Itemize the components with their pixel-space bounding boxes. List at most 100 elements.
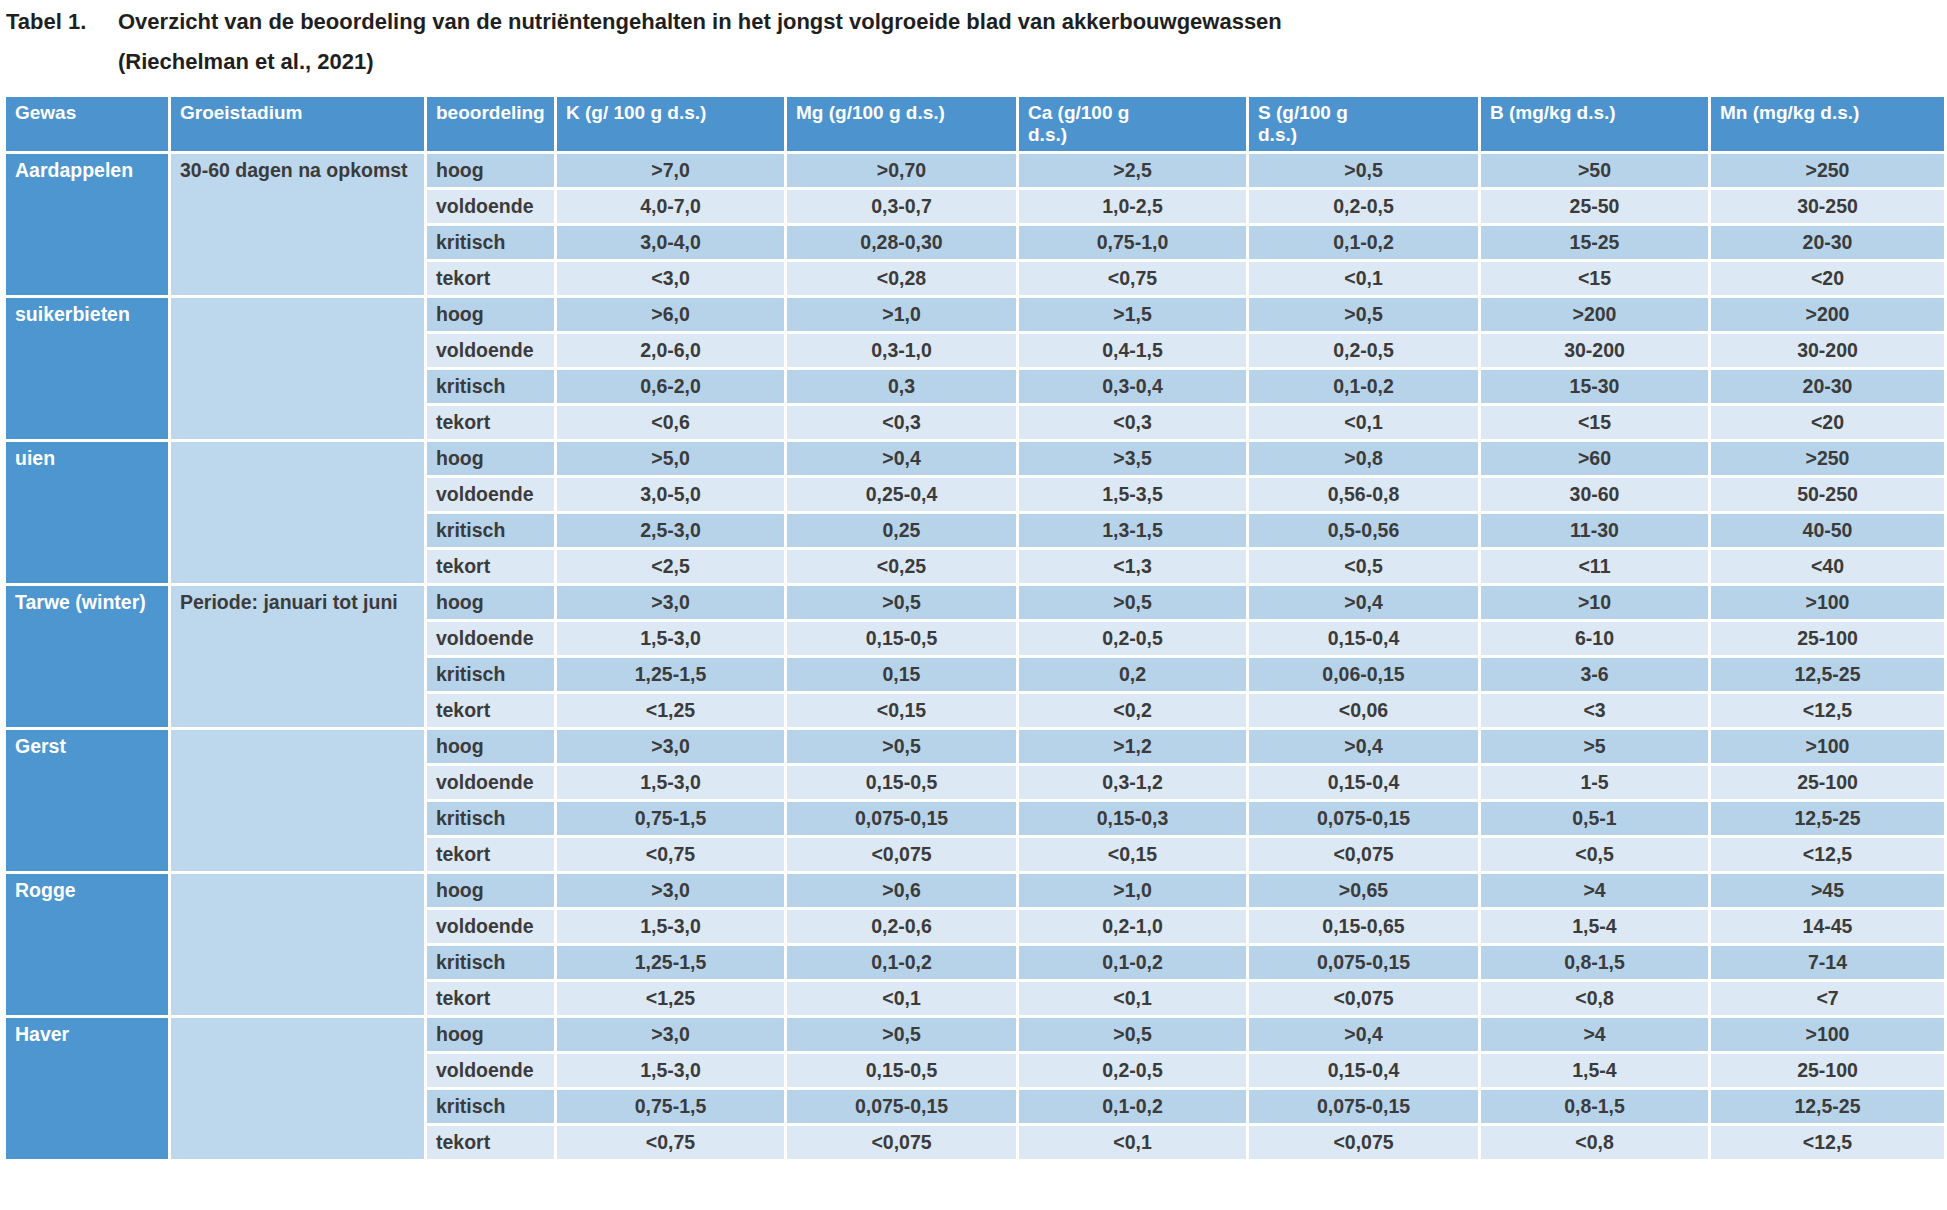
growth-stage-cell: 30-60 dagen na opkomst [170,153,426,297]
nutrient-value-cell: >0,5 [786,729,1018,765]
nutrient-value-cell: 7-14 [1710,945,1946,981]
nutrient-value-cell: 14-45 [1710,909,1946,945]
column-header: Mn (mg/kg d.s.) [1710,96,1946,153]
nutrient-value-cell: >250 [1710,441,1946,477]
nutrient-value-cell: >5 [1480,729,1710,765]
nutrient-value-cell: <0,1 [1248,405,1480,441]
nutrient-value-cell: 0,25-0,4 [786,477,1018,513]
nutrient-value-cell: <0,075 [786,1125,1018,1161]
nutrient-value-cell: >100 [1710,729,1946,765]
nutrient-value-cell: >200 [1710,297,1946,333]
nutrient-value-cell: 0,075-0,15 [786,1089,1018,1125]
nutrient-value-cell: >0,70 [786,153,1018,189]
nutrient-value-cell: >1,0 [786,297,1018,333]
nutrient-value-cell: 0,15-0,65 [1248,909,1480,945]
nutrient-value-cell: 0,1-0,2 [1018,945,1248,981]
nutrient-value-cell: 1,5-4 [1480,909,1710,945]
assessment-cell: tekort [426,693,556,729]
nutrient-value-cell: 20-30 [1710,369,1946,405]
nutrient-value-cell: 0,15-0,4 [1248,765,1480,801]
nutrient-value-cell: <15 [1480,261,1710,297]
nutrient-value-cell: 0,3-1,0 [786,333,1018,369]
nutrient-value-cell: 0,6-2,0 [556,369,786,405]
nutrient-value-cell: <0,075 [1248,981,1480,1017]
assessment-cell: voldoende [426,765,556,801]
nutrient-value-cell: 30-200 [1480,333,1710,369]
nutrient-value-cell: 3,0-4,0 [556,225,786,261]
nutrient-value-cell: <15 [1480,405,1710,441]
assessment-cell: tekort [426,981,556,1017]
nutrient-value-cell: 0,15-0,4 [1248,1053,1480,1089]
nutrient-value-cell: >45 [1710,873,1946,909]
assessment-cell: hoog [426,153,556,189]
assessment-cell: tekort [426,549,556,585]
nutrient-value-cell: 0,1-0,2 [1248,369,1480,405]
nutrient-value-cell: >200 [1480,297,1710,333]
crop-name-cell: Rogge [5,873,170,1017]
table-row: Gersthoog>3,0>0,5>1,2>0,4>5>100 [5,729,1946,765]
nutrient-value-cell: 0,2-0,5 [1248,333,1480,369]
nutrient-value-cell: >0,4 [1248,585,1480,621]
nutrient-value-cell: 1,5-4 [1480,1053,1710,1089]
column-header: Groeistadium [170,96,426,153]
nutrient-value-cell: 0,2-0,5 [1018,1053,1248,1089]
nutrient-value-cell: <0,3 [1018,405,1248,441]
column-header: Mg (g/100 g d.s.) [786,96,1018,153]
nutrient-value-cell: 1,3-1,5 [1018,513,1248,549]
nutrient-value-cell: <0,8 [1480,981,1710,1017]
nutrient-assessment-table: GewasGroeistadiumbeoordelingK (g/ 100 g … [3,94,1947,1162]
nutrient-value-cell: 25-100 [1710,1053,1946,1089]
nutrient-value-cell: >0,5 [1248,153,1480,189]
nutrient-value-cell: >5,0 [556,441,786,477]
assessment-cell: voldoende [426,477,556,513]
nutrient-value-cell: 0,15-0,5 [786,621,1018,657]
nutrient-value-cell: 0,75-1,5 [556,1089,786,1125]
nutrient-value-cell: >3,0 [556,729,786,765]
crop-name-cell: Tarwe (winter) [5,585,170,729]
nutrient-value-cell: >0,6 [786,873,1018,909]
nutrient-value-cell: 1,5-3,0 [556,765,786,801]
nutrient-value-cell: <0,2 [1018,693,1248,729]
nutrient-value-cell: 1,25-1,5 [556,657,786,693]
nutrient-value-cell: <0,15 [1018,837,1248,873]
assessment-cell: voldoende [426,189,556,225]
assessment-cell: kritisch [426,225,556,261]
assessment-cell: hoog [426,585,556,621]
nutrient-value-cell: <20 [1710,261,1946,297]
nutrient-value-cell: <12,5 [1710,693,1946,729]
nutrient-value-cell: 25-100 [1710,621,1946,657]
nutrient-value-cell: 20-30 [1710,225,1946,261]
nutrient-value-cell: 4,0-7,0 [556,189,786,225]
table-caption: Tabel 1. Overzicht van de beoordeling va… [0,0,1947,75]
nutrient-value-cell: <2,5 [556,549,786,585]
assessment-cell: kritisch [426,513,556,549]
assessment-cell: kritisch [426,1089,556,1125]
nutrient-value-cell: >0,5 [1248,297,1480,333]
table-row: uienhoog>5,0>0,4>3,5>0,8>60>250 [5,441,1946,477]
crop-name-cell: Gerst [5,729,170,873]
nutrient-value-cell: >0,5 [786,585,1018,621]
nutrient-value-cell: >1,2 [1018,729,1248,765]
nutrient-value-cell: >0,5 [786,1017,1018,1053]
nutrient-value-cell: <11 [1480,549,1710,585]
nutrient-value-cell: 0,56-0,8 [1248,477,1480,513]
nutrient-value-cell: >0,8 [1248,441,1480,477]
nutrient-value-cell: <0,6 [556,405,786,441]
assessment-cell: hoog [426,297,556,333]
nutrient-value-cell: >0,4 [1248,729,1480,765]
nutrient-value-cell: >3,5 [1018,441,1248,477]
nutrient-value-cell: 0,3-0,4 [1018,369,1248,405]
column-header: S (g/100 g d.s.) [1248,96,1480,153]
nutrient-value-cell: <0,25 [786,549,1018,585]
nutrient-value-cell: >0,5 [1018,585,1248,621]
nutrient-value-cell: 0,1-0,2 [1018,1089,1248,1125]
table-row: Haverhoog>3,0>0,5>0,5>0,4>4>100 [5,1017,1946,1053]
crop-name-cell: suikerbieten [5,297,170,441]
nutrient-value-cell: <12,5 [1710,1125,1946,1161]
nutrient-value-cell: >4 [1480,1017,1710,1053]
table-row: Aardappelen30-60 dagen na opkomsthoog>7,… [5,153,1946,189]
nutrient-value-cell: 1,5-3,0 [556,621,786,657]
nutrient-value-cell: <3,0 [556,261,786,297]
crop-name-cell: Haver [5,1017,170,1161]
nutrient-value-cell: 12,5-25 [1710,657,1946,693]
